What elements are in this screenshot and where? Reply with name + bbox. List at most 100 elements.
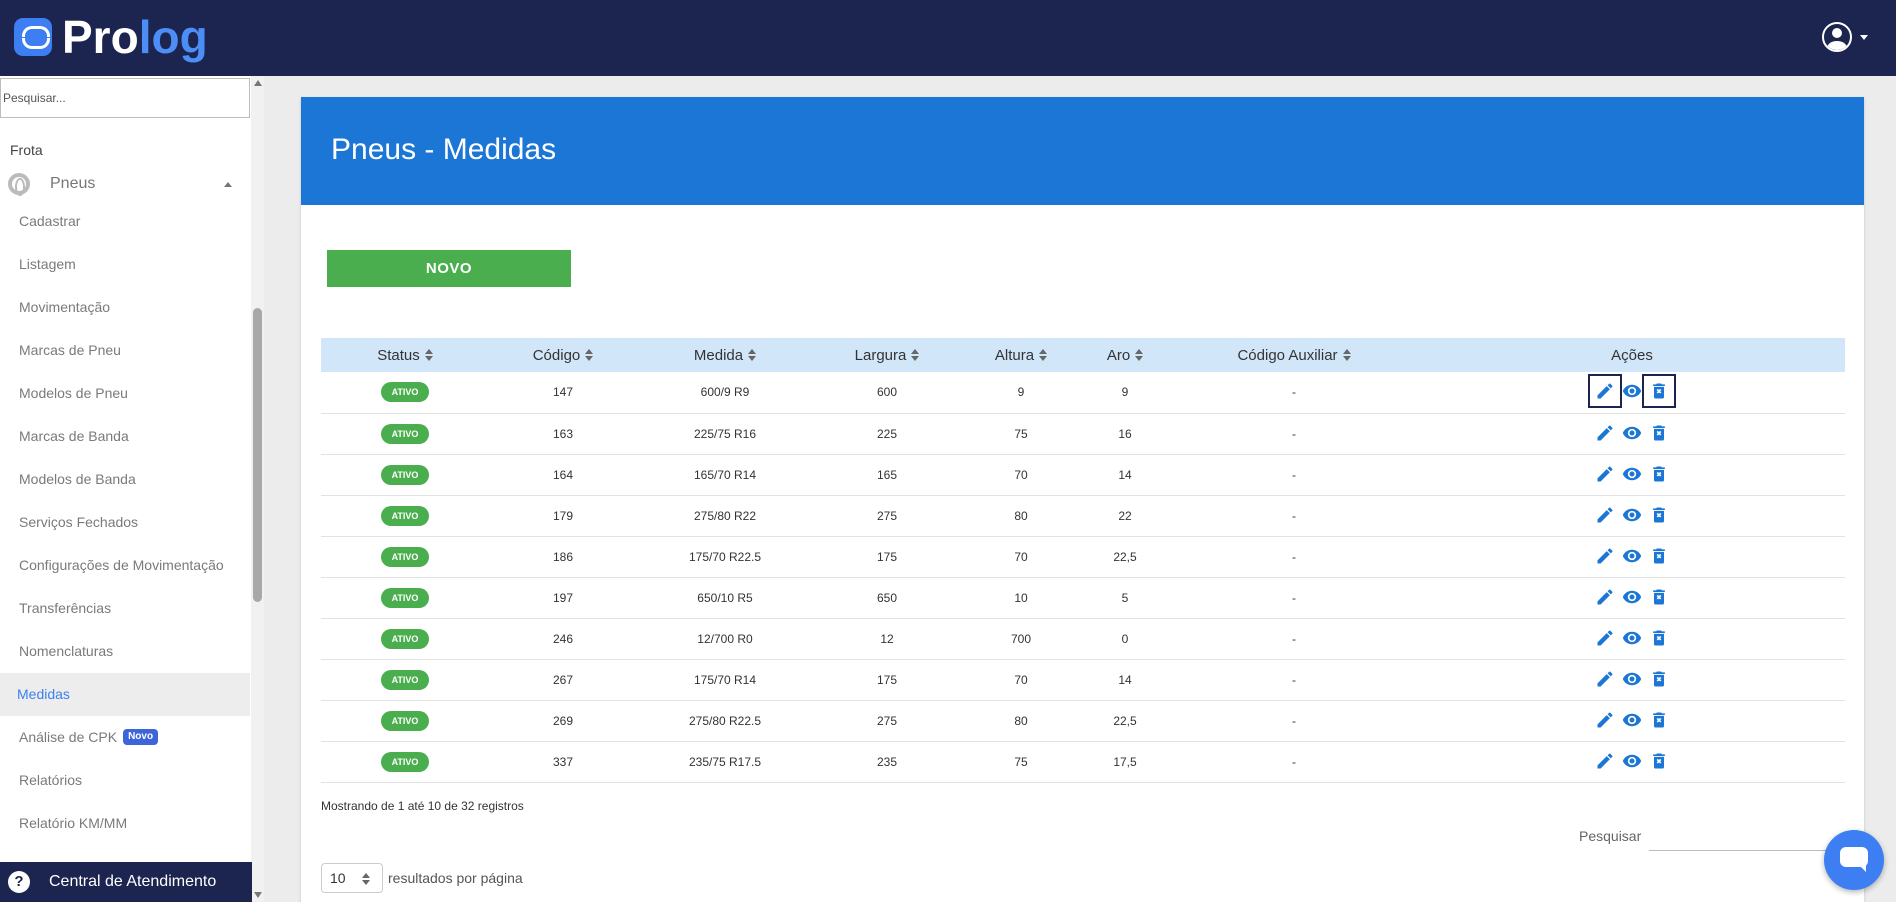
pencil-icon[interactable] <box>1594 668 1616 690</box>
column-header[interactable]: Largura <box>813 338 961 372</box>
pencil-icon[interactable] <box>1594 709 1616 731</box>
sidebar-group-pneus[interactable]: Pneus <box>8 172 244 196</box>
trash-icon[interactable] <box>1648 545 1670 567</box>
sidebar-item[interactable]: Medidas <box>0 673 250 716</box>
cell-largura: 12 <box>813 618 961 660</box>
pencil-icon[interactable] <box>1594 586 1616 608</box>
row-actions <box>1594 463 1670 485</box>
per-page-select[interactable]: 10 <box>321 863 383 893</box>
trash-icon[interactable] <box>1648 422 1670 444</box>
cell-actions <box>1419 741 1845 783</box>
column-header[interactable]: Medida <box>637 338 813 372</box>
sidebar-item[interactable]: Relatórios <box>0 759 250 802</box>
eye-icon[interactable] <box>1621 668 1643 690</box>
sidebar-item[interactable]: Marcas de Banda <box>0 415 250 458</box>
trash-icon[interactable] <box>1648 463 1670 485</box>
sidebar-item[interactable]: Relatório KM/MM <box>0 802 250 845</box>
help-center-button[interactable]: ? Central de Atendimento <box>0 862 252 902</box>
sidebar-item[interactable]: Listagem <box>0 243 250 286</box>
column-header[interactable]: Status <box>321 338 489 372</box>
column-header[interactable]: Altura <box>961 338 1081 372</box>
prolog-logo[interactable]: Prolog <box>14 14 208 60</box>
trash-icon[interactable] <box>1648 709 1670 731</box>
sidebar-search-input[interactable] <box>1 79 249 117</box>
user-account-icon[interactable] <box>1822 22 1852 52</box>
scroll-up-icon[interactable] <box>254 80 262 86</box>
sidebar-search <box>0 78 250 118</box>
cell-value: 600 <box>876 385 898 400</box>
sidebar-item[interactable]: Transferências <box>0 587 250 630</box>
eye-icon[interactable] <box>1621 545 1643 567</box>
pencil-icon[interactable] <box>1594 545 1616 567</box>
sidebar-item[interactable]: Marcas de Pneu <box>0 329 250 372</box>
sidebar-item[interactable]: Movimentação <box>0 286 250 329</box>
pencil-icon[interactable] <box>1594 627 1616 649</box>
eye-icon[interactable] <box>1621 422 1643 444</box>
scrollbar-thumb[interactable] <box>253 308 262 602</box>
cell-value: - <box>1292 590 1296 605</box>
sidebar-item[interactable]: Modelos de Pneu <box>0 372 250 415</box>
column-header[interactable]: Aro <box>1081 338 1169 372</box>
column-header[interactable]: Código <box>489 338 637 372</box>
cell-value: 75 <box>1014 426 1028 441</box>
sidebar-item[interactable]: Cadastrar <box>0 200 250 243</box>
pencil-icon[interactable] <box>1588 374 1622 409</box>
sort-icon[interactable] <box>1342 348 1351 361</box>
cell-value: 16 <box>1118 426 1132 441</box>
scroll-down-icon[interactable] <box>254 892 262 898</box>
caret-down-icon[interactable] <box>1860 34 1868 40</box>
chevron-up-icon[interactable] <box>224 182 232 187</box>
table-row: ATIVO 147 600/9 R9 600 9 9 - <box>321 372 1845 414</box>
pencil-icon[interactable] <box>1594 422 1616 444</box>
new-button[interactable]: NOVO <box>327 250 571 287</box>
sidebar-scrollbar[interactable] <box>251 76 264 902</box>
eye-icon[interactable] <box>1621 504 1643 526</box>
cell-value: 22,5 <box>1113 549 1137 564</box>
cell-altura: 70 <box>961 454 1081 496</box>
eye-icon[interactable] <box>1621 627 1643 649</box>
column-header[interactable]: Código Auxiliar <box>1169 338 1419 372</box>
cell-auxiliar: - <box>1169 372 1419 414</box>
cell-value: 165 <box>876 467 898 482</box>
eye-icon[interactable] <box>1621 463 1643 485</box>
trash-icon[interactable] <box>1648 586 1670 608</box>
sort-icon[interactable] <box>1039 348 1048 361</box>
status-badge: ATIVO <box>380 505 430 526</box>
trash-icon[interactable] <box>1648 750 1670 772</box>
sort-icon[interactable] <box>911 348 920 361</box>
sidebar-item[interactable]: Nomenclaturas <box>0 630 250 673</box>
trash-icon[interactable] <box>1642 374 1676 409</box>
cell-codigo: 179 <box>489 495 637 537</box>
sort-icon[interactable] <box>1135 348 1144 361</box>
eye-icon[interactable] <box>1621 750 1643 772</box>
cell-medida: 650/10 R5 <box>637 577 813 619</box>
eye-icon[interactable] <box>1621 586 1643 608</box>
sort-icon[interactable] <box>424 348 433 361</box>
cell-auxiliar: - <box>1169 577 1419 619</box>
cell-value: 235 <box>876 754 898 769</box>
sidebar-item[interactable]: Configurações de Movimentação <box>0 544 250 587</box>
sidebar-item[interactable]: Análise de CPK Novo <box>0 716 250 759</box>
sidebar-item-label: Relatórios <box>19 772 83 788</box>
card-header: Pneus - Medidas <box>301 97 1864 205</box>
sort-icon[interactable] <box>748 348 757 361</box>
trash-icon[interactable] <box>1648 627 1670 649</box>
pencil-icon[interactable] <box>1594 750 1616 772</box>
table-search-input[interactable] <box>1649 819 1829 851</box>
cell-auxiliar: - <box>1169 741 1419 783</box>
pencil-icon[interactable] <box>1594 463 1616 485</box>
sidebar-item[interactable]: Serviços Fechados <box>0 501 250 544</box>
cell-value: 197 <box>552 590 574 605</box>
eye-icon[interactable] <box>1621 380 1643 402</box>
trash-icon[interactable] <box>1648 504 1670 526</box>
trash-icon[interactable] <box>1648 668 1670 690</box>
sidebar-item[interactable]: Modelos de Banda <box>0 458 250 501</box>
cell-aro: 22,5 <box>1081 700 1169 742</box>
status-badge: ATIVO <box>380 587 430 608</box>
status-badge: ATIVO <box>380 669 430 690</box>
chat-support-button[interactable] <box>1824 830 1884 890</box>
sort-icon[interactable] <box>585 348 594 361</box>
eye-icon[interactable] <box>1621 709 1643 731</box>
user-menu[interactable] <box>1822 22 1868 52</box>
pencil-icon[interactable] <box>1594 504 1616 526</box>
